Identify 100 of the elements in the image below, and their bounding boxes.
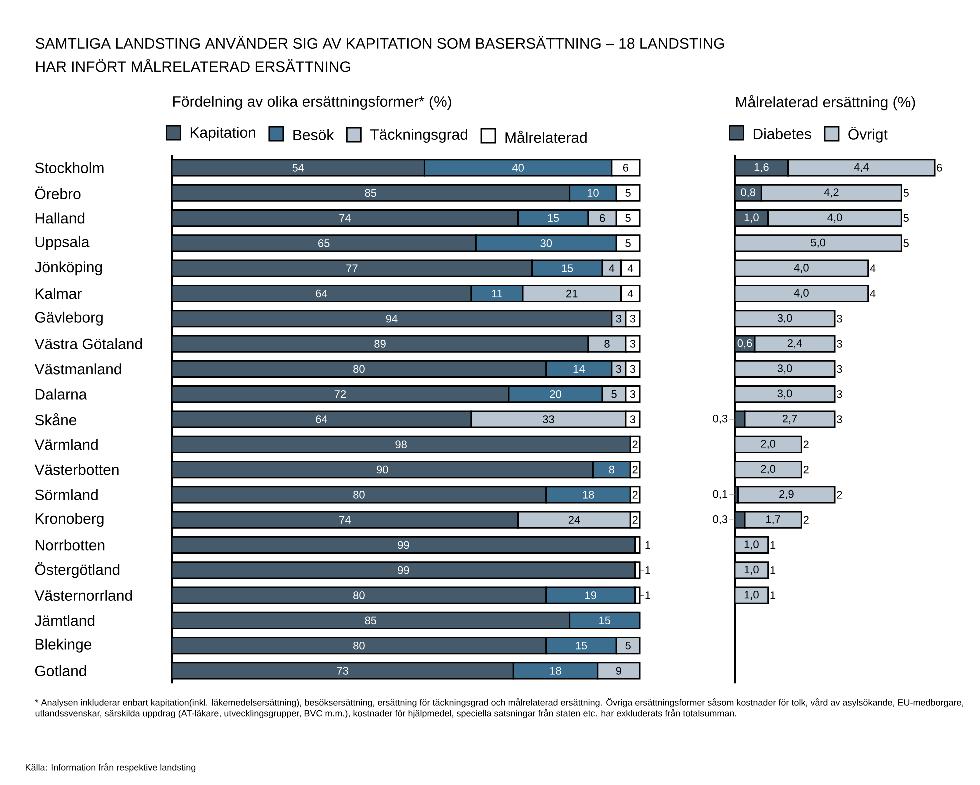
data-label: 4,0 [828,214,842,223]
data-label: 8 [604,340,610,348]
data-label: 1,0 [744,540,759,550]
legend-label: Besök [294,129,334,141]
data-label: 5 [626,214,631,222]
data-label: 15 [576,642,588,650]
data-label: 73 [337,667,348,675]
total-label: 3 [837,390,842,398]
data-label: 74 [340,516,351,524]
data-label: 3,0 [778,390,792,399]
y-tick-label: Kronoberg [36,513,104,528]
y-tick-label: Västra Götaland [34,338,142,350]
y-tick-label: Sörmland [35,489,98,500]
total-label: 3 [837,365,842,374]
data-label: 64 [316,416,328,424]
total-label: 4 [870,290,876,298]
data-label: 1 [646,592,651,600]
text: Källa: Information från respektive landsting [26,763,196,773]
data-label: 3 [616,315,622,323]
data-label: 1,0 [744,566,759,575]
bar [738,486,836,504]
y-tick-label: Östergötland [35,562,120,578]
data-label: 1,0 [744,591,759,600]
data-label: 80 [354,491,365,499]
total-label: 2 [804,466,809,474]
data-label: 5 [626,240,631,248]
y-tick-label: Västerbotten [34,464,119,476]
total-label: 5 [904,214,909,222]
text: * Analysen inkluderar enbart kapitation(inkl. läkemedelsersättning), besöksersättning, ersättning för täckningsgrad och målrelaterad ersättning. Övriga ersättningsformer såsom kostnader för tolk, vård av asylsökande, EU-medborgare, utlandssvenskar, särskilda uppdrag (AT-läkare, utvecklingsgrupper, BVC m.m.), kostnader för hjälpmedel, speciella satsningar från staten etc. har exkluderats från totalsumman. [35,698,964,718]
total-label: 3 [837,315,842,323]
data-label: 89 [374,340,386,348]
data-label: 90 [377,466,388,474]
data-label: 74 [340,214,351,222]
data-label: 80 [354,592,365,600]
data-label: 0,3 [713,414,728,424]
data-label: 1,0 [744,214,759,223]
data-label: 19 [586,592,596,600]
data-label: 80 [354,642,365,650]
data-label: 2,0 [761,440,776,450]
y-tick-label: Gotland [35,665,86,676]
data-label: 33 [543,416,554,424]
legend-label: Kapitation [190,127,256,141]
data-label: 98 [396,440,407,449]
data-label: 2,9 [780,490,794,500]
data-label: 18 [583,491,594,499]
data-label: 15 [562,264,574,272]
data-label: 2,7 [782,414,798,424]
y-tick-label: Blekinge [36,638,92,653]
legend-label: Diabetes [754,128,812,140]
data-label: 0,3 [713,516,728,525]
chart-title: Målrelaterad ersättning (%) [736,95,916,111]
y-tick-label: Västernorrland [34,590,132,602]
y-tick-label: Dalarna [36,388,88,400]
data-label: 3,0 [778,364,792,374]
data-label: 3 [630,315,636,323]
data-label: 4,2 [824,188,839,198]
data-label: 77 [346,264,358,272]
total-label: 2 [804,516,809,524]
y-tick-label: Kalmar [36,288,82,300]
data-label: 99 [398,566,410,574]
data-label: 64 [316,290,328,298]
data-label: 9 [616,667,622,675]
data-label: 20 [550,390,562,398]
data-label: 0,8 [741,188,756,198]
y-tick-label: Halland [36,212,85,224]
data-label: 3 [630,365,636,374]
total-label: 6 [937,164,942,172]
total-label: 2 [837,491,842,499]
data-label: 94 [386,315,398,323]
data-label: 65 [318,240,330,248]
y-tick-label: Stockholm [35,162,104,174]
data-label: 15 [600,616,611,625]
data-label: 72 [334,390,346,398]
data-label: 4 [628,264,634,272]
y-tick-label: Västmanland [34,364,122,375]
data-label: 1,7 [766,516,780,525]
data-label: 6 [600,214,606,222]
data-label: 0,6 [738,340,752,349]
data-label: 15 [548,214,560,222]
total-label: 1 [770,566,776,574]
data-label: 3 [630,390,636,398]
data-label: 85 [365,616,377,625]
data-label: 4 [628,290,634,298]
data-label: 2,0 [761,465,776,474]
total-label: 2 [804,440,809,448]
legend-label: Övrigt [848,127,888,143]
data-label: 10 [588,189,599,198]
data-label: 4,0 [794,289,809,298]
data-label: 6 [623,164,629,172]
data-label: 24 [568,516,580,524]
y-tick-label: Örebro [35,186,81,200]
data-label: 18 [550,667,562,675]
data-label: 11 [492,290,502,298]
total-label: 3 [837,340,842,348]
data-label: 4,0 [794,264,809,274]
data-label: 14 [574,365,585,373]
data-label: 5 [612,390,617,398]
data-label: 5 [626,189,631,197]
data-label: 80 [354,365,365,374]
y-tick-label: Norrbotten [36,540,105,551]
